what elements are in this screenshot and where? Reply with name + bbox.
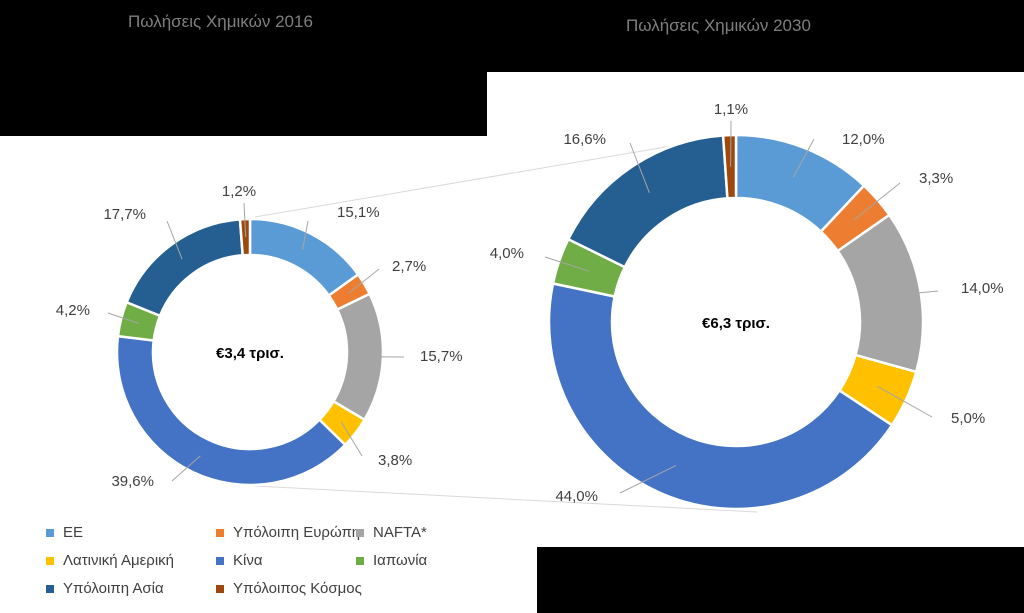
legend-item-japan: Ιαπωνία [356, 552, 476, 569]
bottom-gap-panel [487, 547, 537, 613]
slice-2030-rest-of-asia [566, 134, 729, 269]
legend-label-china: Κίνα [233, 552, 263, 569]
data-label-2030-rest-of-asia: 16,6% [563, 131, 606, 148]
data-label-2030-eu: 12,0% [842, 131, 885, 148]
leader-line-2016-rest-of-asia [166, 220, 183, 260]
legend-swatch-eu [46, 528, 54, 537]
leader-line-2030-china [619, 465, 677, 494]
slice-2016-eu [248, 217, 360, 298]
legend-label-nafta: NAFTA* [373, 524, 427, 541]
legend-swatch-rest-of-asia [46, 584, 54, 593]
data-label-2030-japan: 4,0% [490, 245, 524, 262]
legend-label-japan: Ιαπωνία [373, 552, 428, 569]
legend-item-china: Κίνα [216, 552, 356, 569]
legend-swatch-china [216, 556, 224, 565]
leader-line-2030-nafta [889, 290, 939, 297]
leader-line-2016-latin-america [340, 421, 363, 457]
data-label-2030-rest-of-world: 1,1% [714, 101, 748, 118]
leader-line-2016-japan [107, 312, 139, 324]
leader-line-2016-rest-of-world [243, 202, 247, 238]
data-label-2016-rest-of-europe: 2,7% [392, 258, 426, 275]
legend-label-rest-of-world: Υπόλοιπος Κόσμος [233, 580, 362, 597]
data-label-2016-rest-of-world: 1,2% [222, 183, 256, 200]
left-chart-panel [0, 136, 487, 613]
slice-2016-rest-of-world [238, 217, 252, 257]
data-label-2016-nafta: 15,7% [420, 348, 463, 365]
leader-line-2016-eu [302, 220, 309, 250]
legend-item-nafta: NAFTA* [356, 524, 476, 541]
legend-label-rest-of-europe: Υπόλοιπη Ευρώπη [233, 524, 361, 541]
data-label-2016-china: 39,6% [111, 473, 154, 490]
connector-line-bottom [254, 485, 758, 513]
data-label-2016-rest-of-asia: 17,7% [103, 206, 146, 223]
legend-swatch-japan [356, 556, 364, 565]
data-label-2030-china: 44,0% [555, 488, 598, 505]
leader-line-2030-latin-america [877, 385, 933, 418]
data-label-2030-nafta: 14,0% [961, 280, 1004, 297]
data-label-2016-japan: 4,2% [56, 302, 90, 319]
legend-swatch-nafta [356, 528, 364, 537]
legend-swatch-latin-america [46, 556, 54, 565]
legend-swatch-rest-of-world [216, 584, 224, 593]
chart-title-2030: Πωλήσεις Χημικών 2030 [626, 16, 811, 35]
leader-line-2030-japan [544, 256, 590, 272]
leader-line-2030-rest-of-asia [629, 142, 650, 194]
slice-2030-china [547, 282, 894, 511]
slice-2030-rest-of-world [721, 133, 738, 200]
leader-line-2016-rest-of-europe [348, 268, 380, 294]
legend-item-latin-america: Λατινική Αμερική [46, 552, 216, 569]
legend-item-rest-of-asia: Υπόλοιπη Ασία [46, 580, 216, 597]
chart-title-2016: Πωλήσεις Χημικών 2016 [128, 12, 313, 31]
legend-label-rest-of-asia: Υπόλοιπη Ασία [63, 580, 164, 597]
connector-line-top [254, 135, 731, 218]
legend-item-rest-of-world: Υπόλοιπος Κόσμος [216, 580, 362, 597]
data-label-2030-latin-america: 5,0% [951, 410, 985, 427]
legend-label-eu: ΕΕ [63, 524, 84, 541]
data-label-2030-rest-of-europe: 3,3% [919, 170, 953, 187]
center-label-2016: €3,4 τρισ. [216, 345, 284, 362]
center-label-2030: €6,3 τρισ. [702, 315, 770, 332]
legend-item-eu: ΕΕ [46, 524, 216, 541]
slice-2016-rest-of-asia [125, 218, 245, 318]
legend-swatch-rest-of-europe [216, 528, 224, 537]
legend: ΕΕ Υπόλοιπη Ευρώπη NAFTA* Λατινική Αμερι… [46, 524, 476, 597]
leader-line-2030-rest-of-europe [853, 182, 901, 221]
slice-2016-china [115, 334, 347, 487]
legend-item-rest-of-europe: Υπόλοιπη Ευρώπη [216, 524, 360, 541]
leader-line-2016-china [171, 455, 201, 482]
legend-label-latin-america: Λατινική Αμερική [63, 552, 175, 569]
data-label-2016-latin-america: 3,8% [378, 452, 412, 469]
data-label-2016-eu: 15,1% [337, 204, 380, 221]
leader-line-2030-eu [792, 138, 815, 178]
